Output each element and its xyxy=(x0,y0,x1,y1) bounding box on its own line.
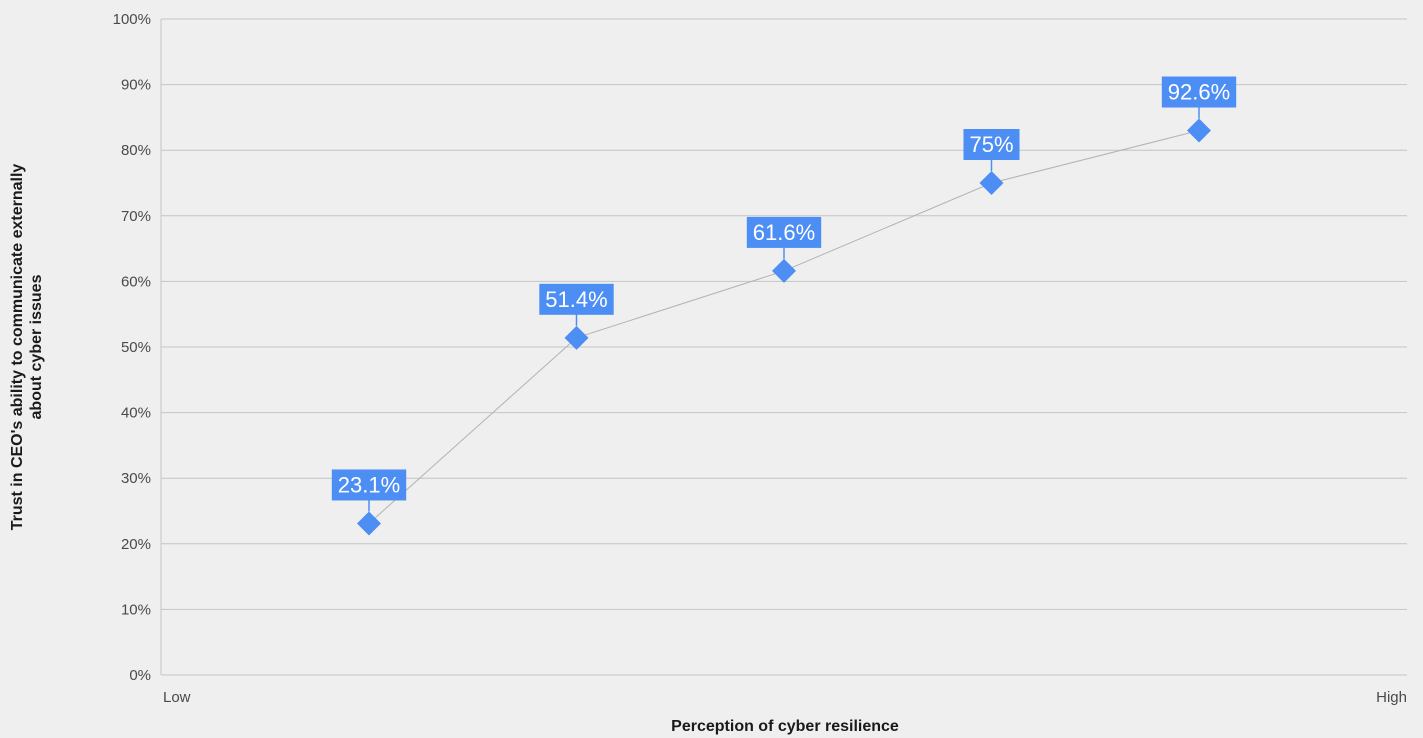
y-tick-label: 10% xyxy=(121,601,151,618)
x-axis-title: Perception of cyber resilience xyxy=(671,718,899,735)
data-point-marker xyxy=(564,325,589,350)
data-label-text: 51.4% xyxy=(545,287,607,312)
y-tick-label: 20% xyxy=(121,536,151,553)
data-label: 75% xyxy=(963,129,1020,160)
data-label-box xyxy=(963,129,1020,160)
data-point-marker xyxy=(1187,118,1211,143)
markers xyxy=(357,118,1211,536)
data-label-text: 75% xyxy=(969,132,1013,157)
data-point-marker xyxy=(772,258,796,283)
data-label-box xyxy=(539,283,614,315)
y-tick-label: 30% xyxy=(121,470,151,487)
data-point-marker xyxy=(357,511,381,536)
y-axis-title-line-2: about cyber issues xyxy=(28,274,45,419)
data-label-box xyxy=(331,469,407,501)
data-label-box xyxy=(746,216,822,248)
data-labels: 23.1% 51.4% 61.6% 75% 92.6% xyxy=(331,76,1237,512)
axes: 0% 10% 20% 30% 40% 50% 60% 70% 80% 90% 100% xyxy=(113,11,162,684)
series-line-path xyxy=(368,130,1200,524)
y-tick-label: 50% xyxy=(121,339,151,356)
y-tick-label: 100% xyxy=(113,11,151,28)
y-tick-label: 80% xyxy=(121,142,151,159)
x-axis-label-high: High xyxy=(1376,689,1407,706)
data-label-text: 23.1% xyxy=(338,472,400,497)
series-line xyxy=(368,130,1200,524)
data-point-marker xyxy=(979,171,1004,195)
data-label: 92.6% xyxy=(1161,76,1237,108)
data-label: 23.1% xyxy=(331,469,407,501)
y-tick-label: 0% xyxy=(129,667,151,684)
y-tick-label: 40% xyxy=(121,405,151,422)
y-tick-label: 60% xyxy=(121,273,151,290)
data-label-text: 92.6% xyxy=(1168,80,1230,105)
x-axis-label-low: Low xyxy=(163,689,191,706)
data-label: 51.4% xyxy=(539,283,614,315)
data-label-box xyxy=(1161,76,1237,108)
y-tick-label: 90% xyxy=(121,77,151,94)
y-axis-title: Trust in CEO's ability to communicate ex… xyxy=(9,164,45,531)
data-label-text: 61.6% xyxy=(753,220,815,245)
y-axis-title-line-1: Trust in CEO's ability to communicate ex… xyxy=(9,164,26,531)
y-tick-label: 70% xyxy=(121,208,151,225)
gridlines xyxy=(161,18,1407,676)
data-label: 61.6% xyxy=(746,216,822,248)
